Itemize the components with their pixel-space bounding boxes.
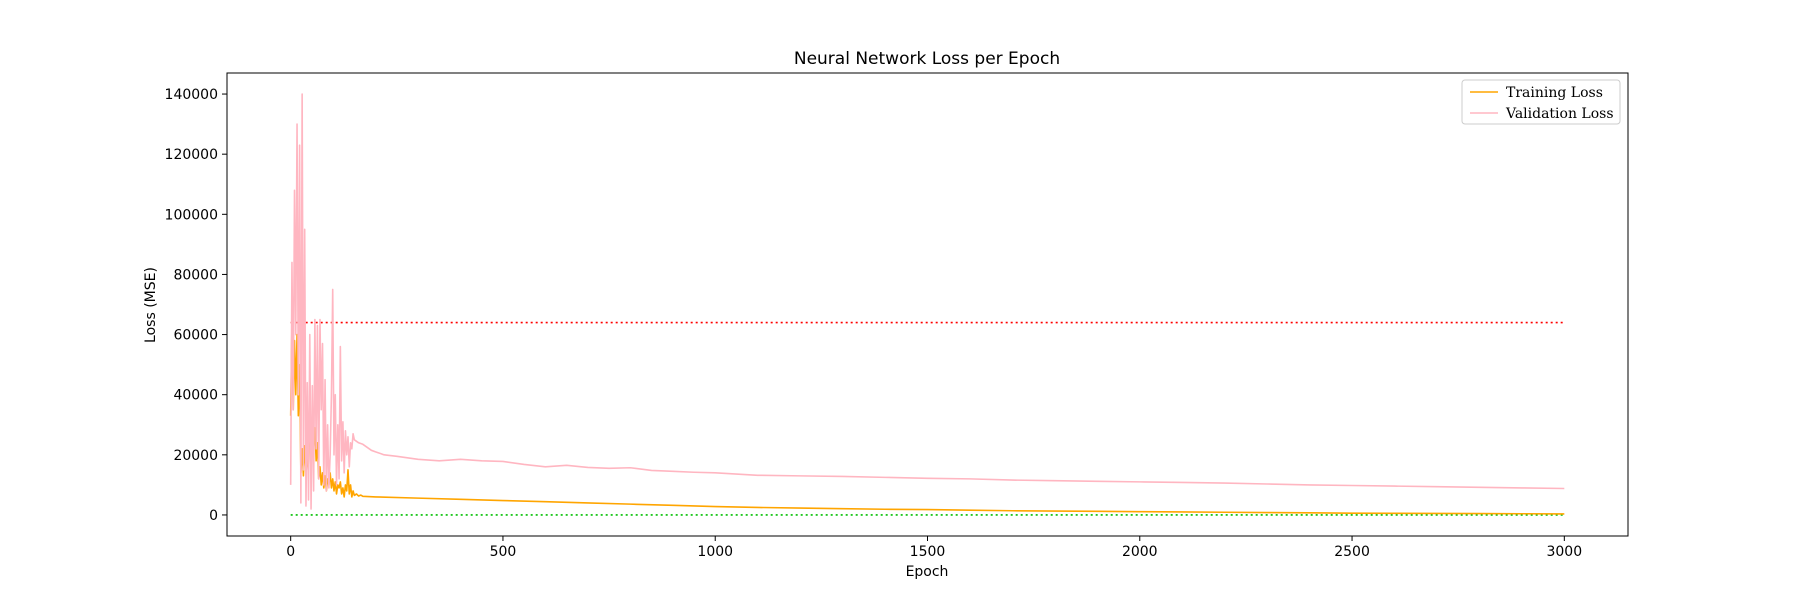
y-tick-label: 100000 <box>165 207 218 223</box>
y-tick-label: 40000 <box>173 388 218 404</box>
x-tick-label: 500 <box>490 544 517 560</box>
y-tick-label: 80000 <box>173 267 218 283</box>
x-tick-label: 2000 <box>1122 544 1158 560</box>
x-tick-label: 3000 <box>1546 544 1582 560</box>
series-line-validation-loss <box>289 93 1565 510</box>
chart-title: Neural Network Loss per Epoch <box>794 49 1060 69</box>
plot-layer <box>289 93 1565 516</box>
legend-label: Training Loss <box>1506 85 1603 101</box>
y-tick-label: 20000 <box>173 448 218 464</box>
y-tick-label: 60000 <box>173 328 218 344</box>
y-tick-label: 140000 <box>165 87 218 103</box>
y-tick-label: 120000 <box>165 147 218 163</box>
legend-box <box>1461 79 1621 125</box>
x-tick-label: 2500 <box>1334 544 1370 560</box>
x-tick-label: 0 <box>286 544 295 560</box>
x-axis-label: Epoch <box>906 564 949 580</box>
y-axis-label: Loss (MSE) <box>143 267 159 343</box>
legend: Training Loss Validation Loss <box>1461 79 1621 125</box>
legend-label: Validation Loss <box>1505 106 1614 122</box>
x-tick-label: 1000 <box>697 544 733 560</box>
x-tick-label: 1500 <box>910 544 946 560</box>
x-axis: 0 500 1000 1500 2000 2500 3000 <box>286 536 1582 560</box>
y-tick-label: 0 <box>209 508 218 524</box>
y-axis: 0 20000 40000 60000 80000 100000 120000 140000 <box>165 87 227 524</box>
